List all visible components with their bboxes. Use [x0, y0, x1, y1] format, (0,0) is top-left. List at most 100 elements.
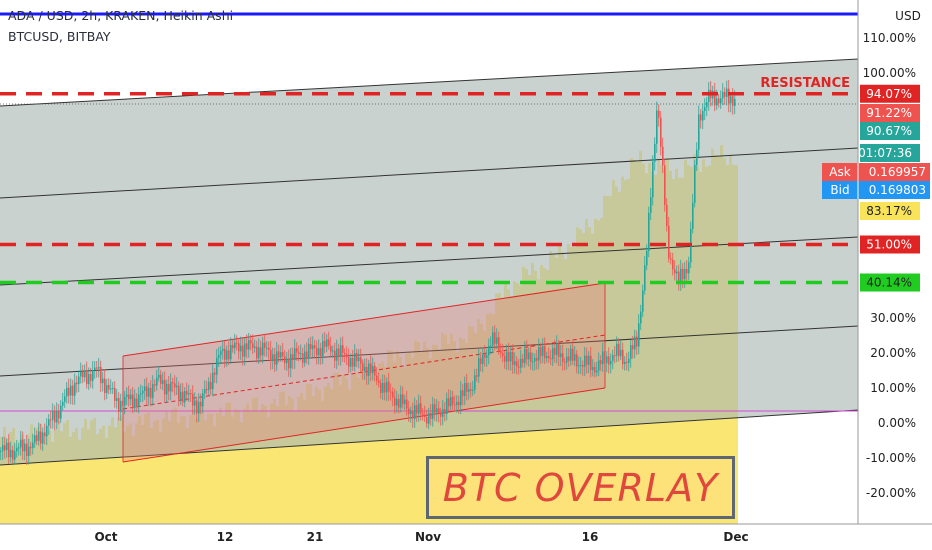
bid-row-bg: [822, 181, 930, 199]
ada-candle: [422, 413, 424, 415]
ada-candle: [328, 339, 330, 346]
ada-candle: [734, 98, 736, 106]
btc-overlay-bar: [12, 428, 15, 550]
btc-overlay-text: BTC OVERLAY: [442, 465, 719, 510]
ada-candle: [698, 114, 700, 150]
ada-candle: [8, 442, 10, 458]
ada-candle: [70, 385, 72, 396]
y-tick-label: 0.00%: [878, 416, 916, 430]
ada-candle: [288, 358, 290, 369]
ada-candle: [230, 344, 232, 360]
btc-overlay-bar: [444, 334, 447, 550]
btc-overlay-bar: [246, 403, 249, 550]
ada-candle: [502, 353, 504, 357]
ada-candle: [650, 197, 652, 213]
btc-overlay-bar: [132, 435, 135, 550]
ada-candle: [552, 348, 554, 360]
ada-candle: [500, 350, 502, 354]
btc-overlay-bar: [324, 386, 327, 550]
ada-candle: [156, 377, 158, 386]
btc-overlay-bar: [3, 426, 6, 550]
tag-countdown-bg: [860, 144, 920, 162]
ada-candle: [568, 356, 570, 361]
ada-candle: [704, 107, 706, 111]
ada-candle: [394, 397, 396, 406]
ada-candle: [706, 101, 708, 108]
btc-overlay-bar: [465, 343, 468, 550]
ada-candle: [222, 348, 224, 351]
ada-candle: [32, 442, 34, 448]
ada-candle: [310, 343, 312, 350]
btc-overlay-bar: [27, 434, 30, 550]
ada-candle: [460, 390, 462, 406]
ada-candle: [354, 353, 356, 367]
ada-candle: [64, 396, 66, 402]
ada-candle: [610, 360, 612, 365]
ada-candle: [678, 271, 680, 282]
btc-overlay-bar: [147, 412, 150, 550]
btc-overlay-bar: [381, 361, 384, 550]
btc-overlay-bar: [210, 413, 213, 550]
ada-candle: [358, 357, 360, 362]
ada-candle: [274, 354, 276, 365]
ada-candle: [628, 358, 630, 363]
ada-candle: [376, 375, 378, 381]
ada-candle: [170, 382, 172, 392]
ada-candle: [564, 361, 566, 363]
btc-overlay-bar: [231, 416, 234, 550]
btc-overlay-bar: [225, 402, 228, 550]
y-tick-label: 20.00%: [870, 346, 916, 360]
ada-candle: [286, 358, 288, 364]
btc-overlay-bar: [357, 377, 360, 550]
ada-candle: [456, 401, 458, 405]
ada-candle: [232, 344, 234, 349]
ada-candle: [152, 384, 154, 398]
btc-overlay-bar: [297, 396, 300, 550]
ada-candle: [462, 390, 464, 397]
btc-overlay-bar: [330, 388, 333, 550]
btc-overlay-bar: [36, 427, 39, 550]
btc-overlay-bar: [432, 344, 435, 550]
btc-overlay-bar: [198, 405, 201, 550]
btc-overlay-bar: [18, 440, 21, 550]
btc-overlay-bar: [57, 420, 60, 550]
ada-candle: [12, 449, 14, 460]
ada-candle: [682, 268, 684, 280]
ask-row-bg: [822, 163, 930, 181]
btc-overlay-bar: [327, 382, 330, 550]
ada-candle: [256, 346, 258, 359]
btc-overlay-bar: [204, 420, 207, 550]
ada-candle: [676, 271, 678, 274]
tag-51-00: 51.00%: [866, 238, 912, 252]
ada-candle: [168, 384, 170, 392]
ada-candle: [576, 354, 578, 367]
btc-overlay-bar: [372, 367, 375, 550]
btc-overlay-bar: [468, 325, 471, 550]
tag-countdown: 01:07:36: [858, 146, 912, 160]
y-tick-label: 110.00%: [863, 31, 916, 45]
ada-candle: [164, 380, 166, 395]
btc-overlay-bar: [120, 415, 123, 550]
ada-candle: [458, 401, 460, 406]
ada-candle: [480, 358, 482, 364]
ada-candle: [696, 149, 698, 166]
ada-candle: [276, 351, 278, 365]
ada-candle: [506, 351, 508, 362]
btc-overlay-bar: [87, 429, 90, 550]
tag-90-67: 90.67%: [866, 124, 912, 138]
btc-overlay-bar: [294, 410, 297, 550]
btc-overlay-bar: [402, 367, 405, 550]
ada-candle: [194, 400, 196, 406]
btc-overlay-bar: [258, 411, 261, 550]
ada-candle: [30, 446, 32, 448]
ada-candle: [538, 347, 540, 361]
bid-row-value: 0.169803: [869, 183, 926, 197]
btc-overlay-bar: [345, 378, 348, 550]
inner-channel-fill: [123, 283, 605, 462]
btc-overlay-bar: [375, 377, 378, 550]
ada-candle: [336, 348, 338, 361]
btc-overlay-bar: [309, 383, 312, 550]
ada-candle: [442, 409, 444, 417]
btc-overlay-bar: [72, 431, 75, 550]
